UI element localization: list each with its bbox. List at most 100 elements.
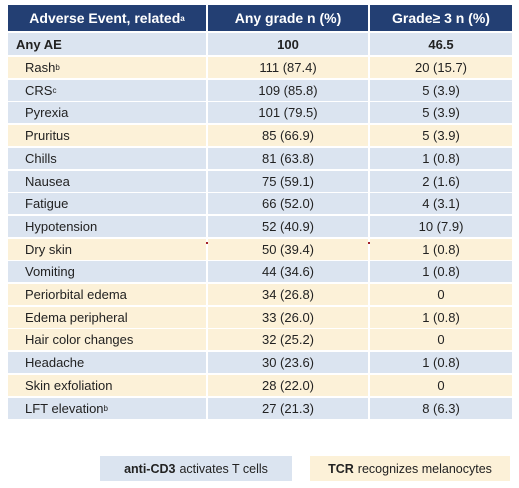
cell-text: 0: [437, 332, 445, 348]
table-cell: Pruritus: [8, 125, 206, 147]
table-cell: 0: [370, 284, 512, 305]
cell-text: 1 (0.8): [422, 264, 460, 280]
cell-text: 10 (7.9): [418, 218, 464, 234]
table-cell: 46.5: [370, 33, 512, 55]
cell-text: CRS: [25, 82, 53, 98]
legend-bold: TCR: [328, 461, 354, 476]
cell-text: 27 (21.3): [261, 400, 315, 416]
table-cell: CRS c: [8, 79, 206, 101]
table-cell: LFT elevation b: [8, 397, 206, 419]
table-cell: 101 (79.5): [208, 102, 368, 124]
table-cell: 5 (3.9): [370, 102, 512, 124]
table-cell: 2 (1.6): [370, 170, 512, 192]
table-cell: 0: [370, 329, 512, 351]
legend-bold: anti-CD3: [124, 461, 176, 476]
cell-text: Headache: [25, 355, 85, 371]
cell-text: LFT elevation: [25, 400, 104, 416]
table-cell: 5 (3.9): [370, 79, 512, 101]
cell-text: Chills: [25, 150, 57, 166]
table-cell: 75 (59.1): [208, 170, 368, 192]
cell-text: Hair color changes: [25, 332, 134, 348]
cell-text: 81 (63.8): [261, 150, 315, 166]
cell-text: 1 (0.8): [422, 150, 460, 166]
cell-text: Edema peripheral: [25, 309, 128, 325]
table-cell: 100: [208, 33, 368, 55]
cell-text: Any AE: [16, 36, 62, 52]
cell-text: 28 (22.0): [261, 377, 315, 393]
table-cell: 33 (26.0): [208, 306, 368, 328]
table-cell: 34 (26.8): [208, 284, 368, 305]
table-cell: 1 (0.8): [370, 147, 512, 169]
legend-box: anti-CD3 activates T cells: [100, 456, 292, 481]
cell-text: 44 (34.6): [261, 264, 315, 280]
cell-text: 1 (0.8): [422, 309, 460, 325]
cell-text: 52 (40.9): [261, 218, 315, 234]
cell-text: Fatigue: [25, 196, 69, 212]
cell-text: 5 (3.9): [422, 105, 460, 121]
cell-text: 66 (52.0): [261, 196, 315, 212]
table-cell: Any grade n (%): [208, 5, 368, 31]
table-cell: 66 (52.0): [208, 193, 368, 215]
table-cell: 10 (7.9): [370, 215, 512, 237]
table-cell: Hair color changes: [8, 329, 206, 351]
cell-text: Periorbital edema: [25, 287, 127, 302]
table-cell: 32 (25.2): [208, 329, 368, 351]
table-cell: 4 (3.1): [370, 193, 512, 215]
table-cell: 1 (0.8): [370, 261, 512, 283]
cell-text: 30 (23.6): [261, 355, 315, 371]
table-cell: 27 (21.3): [208, 397, 368, 419]
cell-text: 34 (26.8): [261, 287, 315, 302]
table-cell: Vomiting: [8, 261, 206, 283]
cell-text: 111 (87.4): [259, 60, 317, 75]
table-cell: Skin exfoliation: [8, 374, 206, 396]
table-cell: 1 (0.8): [370, 238, 512, 260]
table-cell: 111 (87.4): [208, 57, 368, 78]
cell-text: Dry skin: [25, 241, 72, 257]
cell-text: 32 (25.2): [261, 332, 315, 348]
cell-text: 109 (85.8): [258, 82, 318, 98]
superscript: a: [180, 13, 185, 23]
cell-text: 0: [437, 377, 445, 393]
table-cell: 85 (66.9): [208, 125, 368, 147]
cell-text: 20 (15.7): [414, 60, 468, 75]
cell-text: 4 (3.1): [422, 196, 460, 212]
table-cell: 81 (63.8): [208, 147, 368, 169]
superscript: b: [103, 403, 108, 413]
cell-text: Skin exfoliation: [25, 377, 113, 393]
cell-text: 50 (39.4): [261, 241, 315, 257]
cell-text: 5 (3.9): [422, 128, 460, 144]
superscript: b: [55, 63, 60, 72]
legend-text: recognizes melanocytes: [357, 461, 492, 476]
table-cell: 20 (15.7): [370, 57, 512, 78]
cell-text: 75 (59.1): [261, 173, 315, 189]
cell-text: 100: [277, 36, 299, 52]
table-cell: Any AE: [8, 33, 206, 55]
table-cell: 8 (6.3): [370, 397, 512, 419]
cell-text: 85 (66.9): [261, 128, 315, 144]
table-cell: Dry skin: [8, 238, 206, 260]
table-cell: 0: [370, 374, 512, 396]
table-cell: Adverse Event, related a: [8, 5, 206, 31]
cell-text: Hypotension: [25, 218, 98, 234]
cell-text: Adverse Event, related: [29, 10, 181, 26]
table-cell: Pyrexia: [8, 102, 206, 124]
table-cell: 52 (40.9): [208, 215, 368, 237]
table-cell: 30 (23.6): [208, 352, 368, 374]
cell-text: Nausea: [25, 173, 70, 189]
table-cell: Headache: [8, 352, 206, 374]
table-cell: 109 (85.8): [208, 79, 368, 101]
table-cell: 5 (3.9): [370, 125, 512, 147]
table-cell: Hypotension: [8, 215, 206, 237]
legend-box: TCR recognizes melanocytes: [310, 456, 510, 481]
cell-text: 0: [437, 287, 445, 302]
table-cell: 44 (34.6): [208, 261, 368, 283]
cell-text: 1 (0.8): [422, 355, 460, 371]
table-cell: 1 (0.8): [370, 352, 512, 374]
cell-text: Pruritus: [25, 128, 70, 144]
cell-text: 46.5: [428, 36, 454, 52]
legend-text: activates T cells: [179, 461, 268, 476]
cell-text: Pyrexia: [25, 105, 69, 121]
table-cell: 50 (39.4): [208, 238, 368, 260]
table-cell: Grade≥ 3 n (%): [370, 5, 512, 31]
